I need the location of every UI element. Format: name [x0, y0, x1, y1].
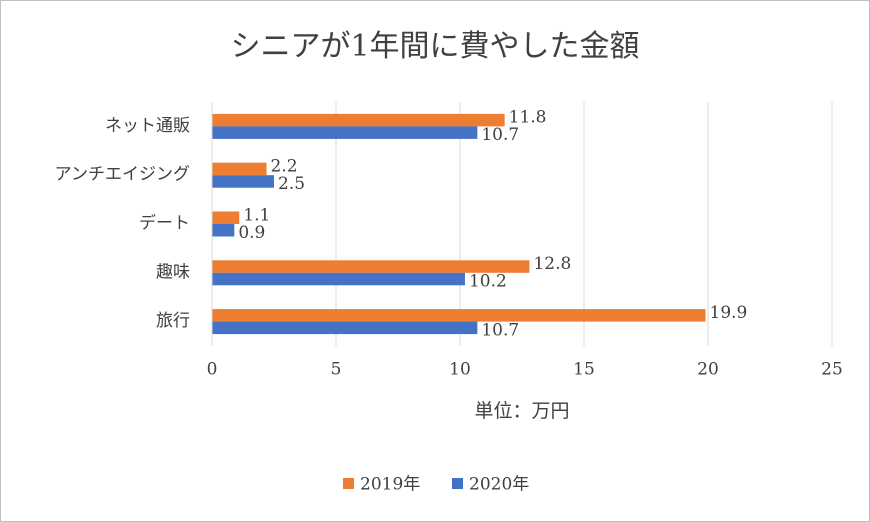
x-tick-label: 25 [821, 360, 843, 380]
value-label: 10.7 [481, 125, 519, 145]
value-label: 2.2 [271, 156, 298, 176]
bar [212, 260, 530, 273]
bar [212, 309, 706, 322]
y-tick-label: デート [139, 213, 190, 234]
bar [212, 162, 267, 176]
x-tick-label: 10 [449, 360, 471, 380]
value-label: 10.2 [469, 272, 507, 292]
legend-swatch [452, 478, 463, 489]
legend-label: 2019年 [360, 475, 420, 495]
y-tick-label: アンチエイジング [55, 165, 190, 185]
bar [212, 175, 274, 188]
value-label: 12.8 [533, 254, 571, 274]
bar [212, 224, 235, 237]
bar [212, 113, 505, 127]
chart-title: シニアが1年間に費やした金額 [230, 29, 639, 64]
bar [212, 272, 465, 286]
value-label: 11.8 [509, 108, 547, 128]
y-tick-label: 趣味 [156, 262, 190, 282]
x-axis-label: 単位：万円 [474, 400, 569, 422]
value-label: 2.5 [278, 174, 305, 194]
bar [212, 126, 478, 139]
bar [212, 321, 478, 335]
value-label: 0.9 [238, 223, 265, 243]
value-label: 1.1 [243, 205, 270, 225]
x-tick-label: 5 [331, 360, 342, 380]
x-tick-label: 0 [207, 360, 218, 380]
legend-label: 2020年 [469, 475, 529, 495]
legend-swatch [343, 478, 354, 489]
y-tick-label: 旅行 [156, 311, 190, 331]
bar [212, 211, 240, 224]
value-label: 10.7 [481, 320, 519, 340]
x-tick-label: 20 [697, 360, 719, 380]
y-tick-label: ネット通販 [105, 116, 190, 136]
value-label: 19.9 [710, 303, 748, 323]
x-tick-label: 15 [573, 360, 595, 380]
